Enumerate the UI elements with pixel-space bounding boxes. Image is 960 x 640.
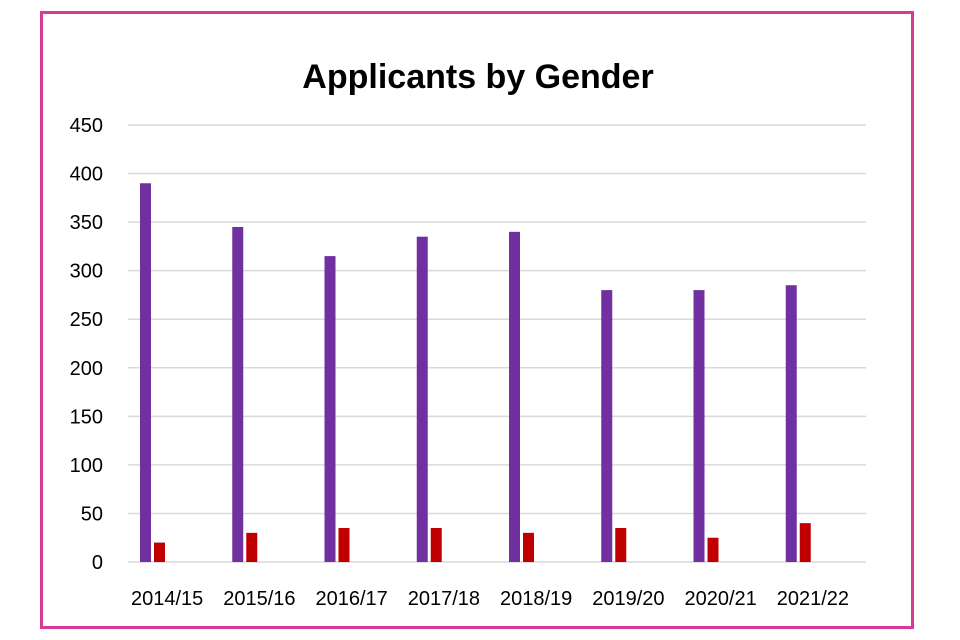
x-tick-label: 2020/21 (684, 588, 756, 610)
y-tick-label: 0 (92, 552, 103, 574)
bar-series-2-2014-15 (154, 542, 165, 562)
y-tick-label: 400 (70, 164, 103, 186)
gridlines (128, 124, 866, 563)
x-tick-label: 2015/16 (223, 588, 295, 610)
bar-series-1-2014-15 (140, 183, 151, 562)
bar-series-1-2017-18 (416, 236, 428, 562)
y-tick-label: 250 (70, 309, 103, 331)
bar-series-1-2018-19 (509, 231, 520, 563)
bar-series-2-2019-20 (615, 528, 627, 562)
x-tick-label: 2021/22 (777, 588, 849, 610)
y-axis-ticks: 0 50 100 150 200 250 300 350 400 450 (70, 115, 103, 574)
x-tick-label: 2018/19 (500, 588, 572, 610)
y-tick-label: 450 (70, 115, 103, 137)
chart-title: Applicants by Gender (302, 58, 654, 96)
y-tick-label: 50 (81, 503, 103, 525)
bar-series-2-2018-19 (523, 532, 534, 562)
y-tick-label: 150 (70, 406, 103, 428)
y-tick-label: 200 (70, 358, 103, 380)
bar-series-1-2020-21 (693, 290, 705, 562)
y-tick-label: 100 (70, 455, 103, 477)
bar-series-2-2017-18 (430, 528, 442, 562)
bar-series-1-2015-16 (232, 226, 244, 562)
x-axis-ticks: 2014/15 2015/16 2016/17 2017/18 2018/19 2019/… (131, 588, 849, 610)
bar-series-2-2020-21 (707, 537, 719, 562)
bar-series-2-2021-22 (799, 523, 811, 562)
bar-series-2-2015-16 (246, 532, 258, 562)
bar-series-1-2016-17 (324, 256, 336, 562)
x-tick-label: 2014/15 (131, 588, 203, 610)
y-tick-label: 300 (70, 261, 103, 283)
bar-series-1-2021-22 (785, 285, 797, 562)
x-tick-label: 2017/18 (408, 588, 480, 610)
chart-frame (40, 11, 914, 629)
bar-series-1-2019-20 (601, 290, 613, 562)
bars (140, 183, 811, 563)
x-tick-label: 2019/20 (592, 588, 664, 610)
bar-series-2-2016-17 (338, 528, 350, 562)
x-tick-label: 2016/17 (315, 588, 387, 610)
y-tick-label: 350 (70, 212, 103, 234)
